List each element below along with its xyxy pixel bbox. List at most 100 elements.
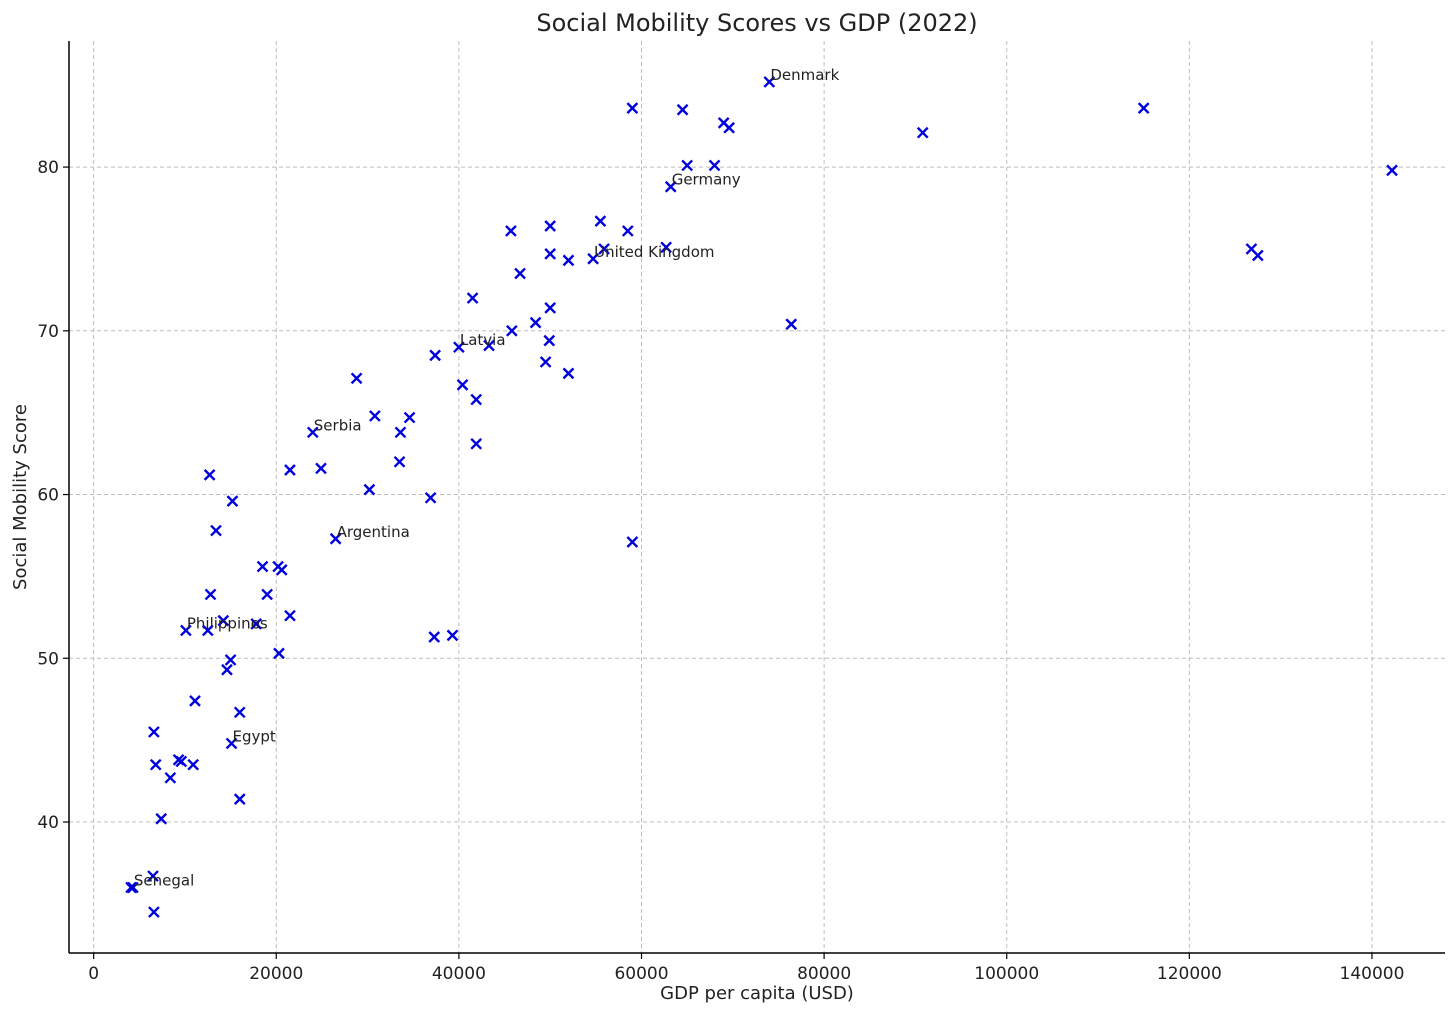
data-point [529,316,542,329]
data-point [1386,164,1398,177]
data-point [483,339,495,352]
data-point [149,758,162,771]
data-point [125,881,137,894]
data-point [470,393,483,406]
data-point [261,588,273,601]
data-point [676,103,689,116]
point-annotation: Egypt [233,727,276,745]
chart-title: Social Mobility Scores vs GDP (2022) [536,9,977,37]
data-point [217,614,230,627]
data-point [446,629,459,642]
grid [69,41,1445,953]
data-point [189,695,201,707]
data-point [544,248,557,260]
data-point [225,737,238,750]
x-tick-label: 80000 [797,964,851,984]
data-point [544,302,557,314]
point-annotation: Senegal [134,872,194,890]
data-point [424,491,437,504]
data-point [403,411,416,424]
data-point [148,726,160,738]
data-point [514,267,526,280]
y-tick-label: 80 [37,158,59,178]
x-tick-label: 0 [88,964,99,984]
data-point [539,356,552,368]
data-point [587,252,599,265]
data-point [543,334,556,347]
data-point [164,771,177,784]
data-point [148,906,160,918]
data-point [329,532,342,545]
y-tick-label: 60 [37,486,59,506]
data-point [226,495,239,507]
data-point [256,560,269,573]
data-point [470,437,483,450]
x-tick-label: 20000 [249,964,303,984]
data-point [456,378,469,391]
data-point [598,243,610,255]
y-axis-label: Social Mobility Score [10,404,31,590]
x-tick-label: 120000 [1157,964,1222,984]
data-point [394,426,407,439]
data-point [203,469,216,481]
data-point [664,180,677,193]
data-point [224,654,237,666]
point-annotation: Philippines [187,614,268,632]
data-point [284,464,296,476]
data-point [429,349,441,362]
axes [68,41,1445,954]
data-point [204,588,217,601]
data-point [250,618,263,630]
data-point [453,341,465,354]
point-annotation: Denmark [770,66,839,84]
data-point [1137,102,1150,114]
data-point [284,609,296,622]
point-annotation: United Kingdom [594,243,714,261]
data-point [562,254,575,267]
point-annotation: Argentina [337,523,410,541]
data-point [315,462,327,475]
annotations: Denmark Germany United Kingdom Latvia Serbia… [134,66,840,890]
data-point [916,126,929,139]
data-point [626,102,639,114]
data-point [428,631,441,643]
point-annotation: Serbia [314,416,362,434]
data-point [210,524,222,537]
data-point [621,225,634,237]
y-tick-label: 40 [37,813,59,833]
data-point [201,624,214,637]
data-point [363,483,376,496]
data-points [125,76,1398,918]
data-point [763,76,776,88]
data-point [505,324,518,337]
data-point [1251,249,1264,262]
data-point [505,225,517,237]
data-point [708,159,721,172]
data-point [147,870,159,882]
x-axis-label: GDP per capita (USD) [660,983,854,1004]
point-annotation: Germany [672,171,741,189]
data-point [723,121,735,134]
data-point [127,881,139,894]
data-point [233,793,246,805]
data-point [466,292,479,304]
data-point [562,367,575,380]
data-point [626,536,639,548]
data-point [369,410,381,422]
data-point [155,812,168,825]
data-point [273,647,285,660]
x-tick-label: 40000 [432,964,486,984]
data-point [544,220,557,232]
y-tick-label: 50 [37,649,59,669]
data-point [306,426,319,439]
data-point [594,215,607,227]
data-point [660,241,672,254]
data-point [187,758,200,771]
ticks: 0 20000 40000 60000 80000 100000 120000 140000 4… [37,158,1404,984]
x-tick-label: 60000 [614,964,668,984]
x-tick-label: 100000 [974,964,1039,984]
data-point [221,663,233,676]
data-point [393,455,406,468]
